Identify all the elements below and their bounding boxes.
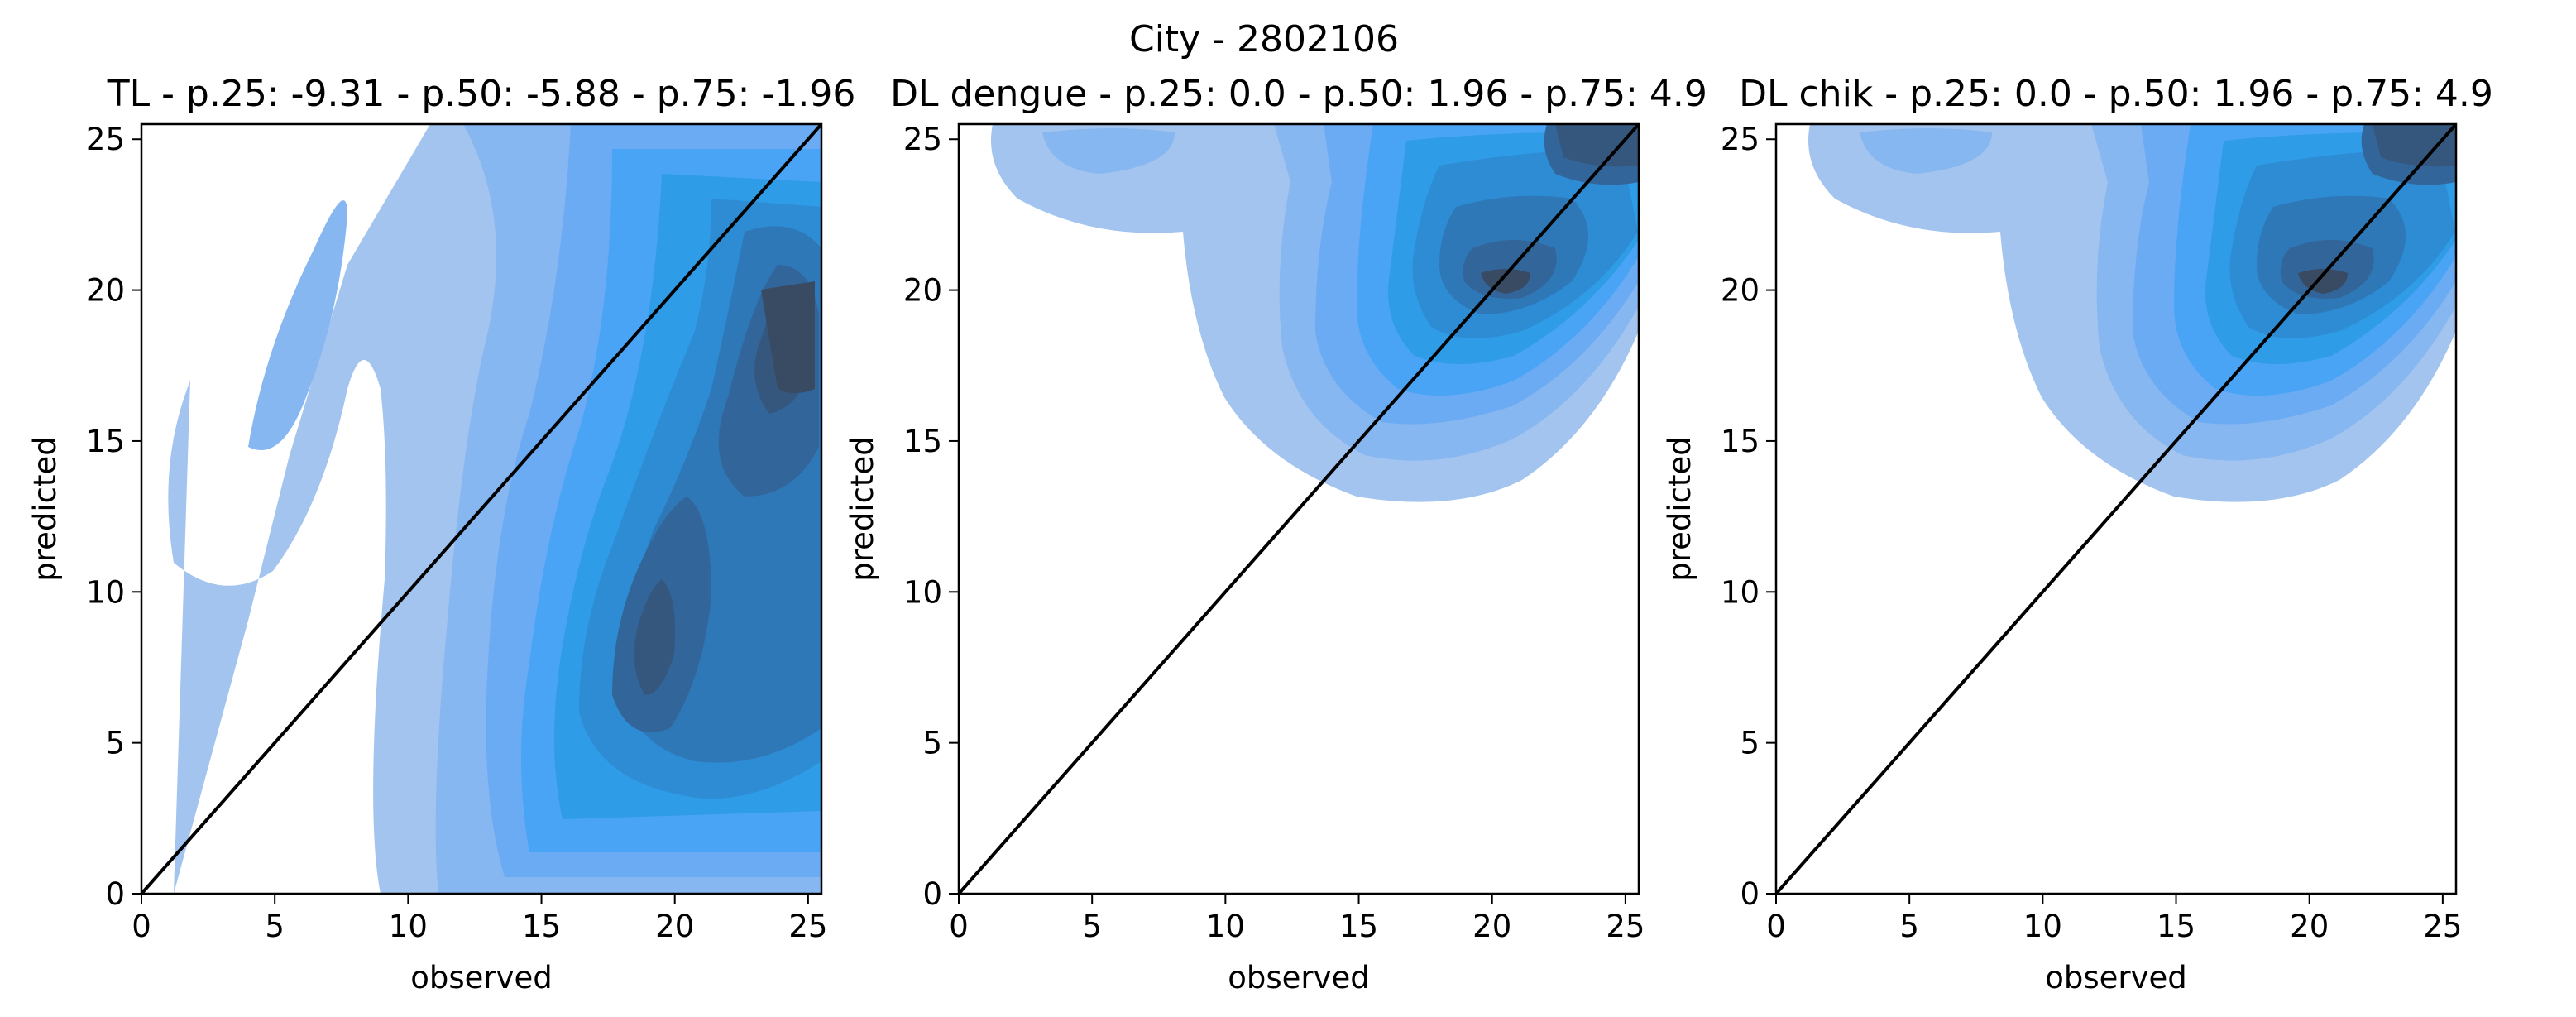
y-tick-label: 5 [1740,726,1760,761]
y-tick-label: 10 [1721,574,1760,610]
y-tick-label: 10 [86,574,125,610]
x-tick-label: 20 [655,909,694,944]
x-tick-label: 20 [1472,909,1511,944]
x-tick-label: 5 [1082,909,1102,944]
x-tick-label: 15 [1339,909,1378,944]
subplot-title: DL dengue - p.25: 0.0 - p.50: 1.96 - p.7… [890,73,1707,115]
density-level-1 [248,200,347,450]
y-tick-label: 25 [1721,122,1760,157]
y-axis-label: predicted [1662,436,1697,582]
subplot-title: DL chik - p.25: 0.0 - p.50: 1.96 - p.75:… [1739,73,2493,115]
x-tick-label: 20 [2290,909,2329,944]
y-tick-label: 5 [922,726,942,761]
y-tick-label: 25 [86,122,125,157]
density-level-8 [1555,124,1639,167]
x-tick-label: 25 [2423,909,2462,944]
x-tick-label: 15 [2157,909,2195,944]
y-tick-label: 20 [86,273,125,309]
subplot-1: 0 5 10 15 20 25 0 5 10 15 20 25 observed predicted TL … [27,73,855,995]
density-level-8 [634,579,675,695]
subplot-area: 0 5 10 15 20 25 0 5 10 15 20 25 observed predicted TL … [27,73,2493,995]
density-contours [168,124,821,894]
identity-line [959,124,1639,894]
x-axis-label: observed [1228,960,1370,995]
y-tick-label: 10 [903,574,942,610]
y-tick-label: 15 [903,424,942,459]
axes-frame [140,122,823,895]
density-level-8 [2373,124,2456,167]
density-level-1 [1042,128,1175,174]
axes-frame [1774,122,2458,895]
x-tick-label: 0 [1766,909,1786,944]
y-tick-label: 15 [86,424,125,459]
density-level-1 [1860,128,1992,174]
x-tick-label: 25 [1606,909,1645,944]
y-tick-label: 15 [1721,424,1760,459]
x-axis-label: observed [410,960,553,995]
y-tick-label: 0 [922,876,942,912]
x-tick-label: 10 [389,909,428,944]
x-tick-label: 10 [1206,909,1245,944]
y-tick-label: 0 [1740,876,1760,912]
y-tick-label: 0 [105,876,125,912]
density-contours [991,124,1639,502]
subplot-title: TL - p.25: -9.31 - p.50: -5.88 - p.75: -… [107,73,856,115]
figure-suptitle: City - 2802106 [1129,18,1399,60]
subplot-2: 0 5 10 15 20 25 0 5 10 15 20 25 observed predicted DL … [845,73,1707,995]
y-tick-label: 20 [903,273,942,309]
y-axis-label: predicted [27,436,63,582]
x-tick-label: 5 [1899,909,1919,944]
density-level-9 [761,281,815,393]
x-tick-label: 5 [265,909,285,944]
y-tick-label: 25 [903,122,942,157]
subplot-3: 0 5 10 15 20 25 0 5 10 15 20 25 observed predicted DL … [1662,73,2493,995]
identity-line [141,124,821,894]
density-contours [1808,124,2456,502]
x-tick-label: 25 [788,909,827,944]
y-axis-label: predicted [845,436,880,582]
x-tick-label: 10 [2023,909,2062,944]
y-tick-label: 5 [105,726,125,761]
axes-frame [957,122,1640,895]
identity-line [1776,124,2456,894]
x-tick-label: 0 [949,909,969,944]
x-tick-label: 15 [522,909,561,944]
x-axis-label: observed [2045,960,2187,995]
x-tick-label: 0 [132,909,151,944]
y-tick-label: 20 [1721,273,1760,309]
